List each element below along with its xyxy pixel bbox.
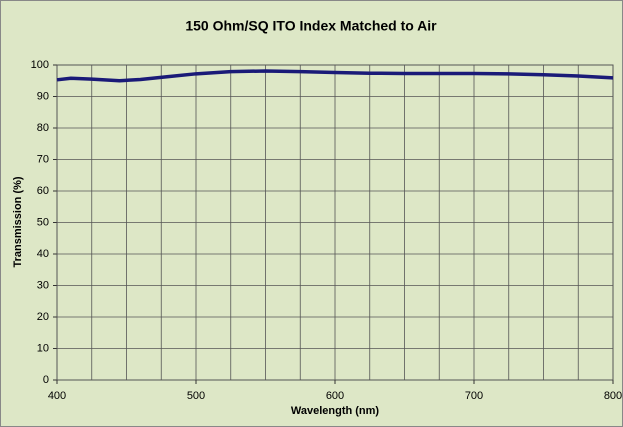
y-tick-label: 0	[43, 374, 49, 386]
y-tick-label: 70	[37, 153, 49, 165]
x-tick-label: 600	[326, 390, 344, 402]
y-tick-label: 90	[37, 90, 49, 102]
y-tick-label: 100	[31, 59, 49, 71]
y-tick-label: 40	[37, 248, 49, 260]
y-tick-label: 60	[37, 185, 49, 197]
x-axis-label: Wavelength (nm)	[291, 405, 380, 417]
chart-title: 150 Ohm/SQ ITO Index Matched to Air	[185, 18, 437, 34]
y-tick-label: 50	[37, 216, 49, 228]
y-tick-label: 10	[37, 342, 49, 354]
x-tick-label: 500	[187, 390, 205, 402]
x-tick-label: 800	[604, 390, 622, 402]
y-axis-label: Transmission (%)	[12, 176, 24, 267]
y-tick-label: 20	[37, 311, 49, 323]
x-tick-label: 700	[465, 390, 483, 402]
y-tick-label: 80	[37, 122, 49, 134]
x-tick-label: 400	[48, 390, 66, 402]
data-line	[56, 69, 614, 83]
y-tick-label: 30	[37, 279, 49, 291]
